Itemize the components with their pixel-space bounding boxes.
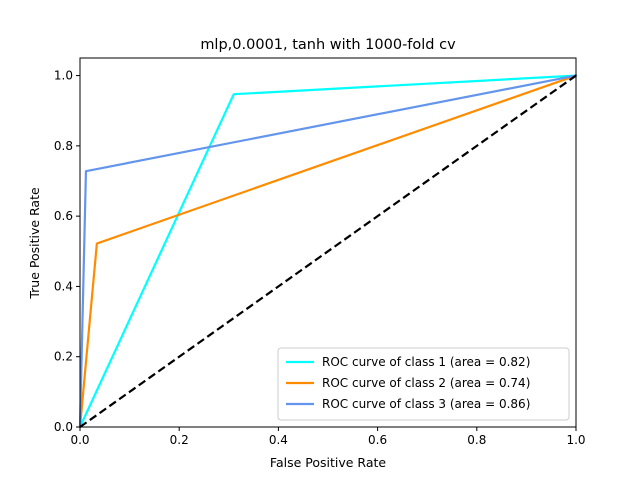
x-tick-label: 0.0 — [70, 433, 89, 447]
axes-frame — [79, 57, 577, 428]
legend-label-1: ROC curve of class 1 (area = 0.82) — [322, 355, 530, 369]
x-tick-label: 0.8 — [467, 433, 486, 447]
chart-title: mlp,0.0001, tanh with 1000-fold cv — [200, 37, 456, 53]
axis-ticks: 0.0 0.2 0.4 0.6 0.8 1.0 0.0 0.2 0.4 0.6 0.8 1.0 — [54, 69, 586, 447]
y-tick-label: 0.4 — [54, 279, 73, 293]
x-tick-label: 1.0 — [566, 433, 585, 447]
series-line-1 — [78, 74, 578, 429]
legend: ROC curve of class 1 (area = 0.82) ROC cu… — [277, 347, 570, 421]
x-tick-label: 0.6 — [368, 433, 387, 447]
legend-box — [277, 347, 570, 421]
reference-diagonal-line — [79, 74, 577, 428]
x-tick-label: 0.2 — [170, 433, 189, 447]
legend-label-2: ROC curve of class 2 (area = 0.74) — [322, 376, 530, 390]
series-line-2 — [78, 74, 578, 429]
series-line-3 — [78, 74, 578, 429]
y-tick-label: 0.6 — [54, 209, 73, 223]
y-axis-label: True Positive Rate — [27, 187, 42, 300]
y-tick-label: 0.2 — [54, 350, 73, 364]
x-axis-label: False Positive Rate — [270, 455, 386, 470]
plot-area — [78, 57, 578, 429]
y-tick-label: 1.0 — [54, 69, 73, 83]
y-tick-label: 0.8 — [54, 139, 73, 153]
legend-label-3: ROC curve of class 3 (area = 0.86) — [322, 397, 530, 411]
y-tick-label: 0.0 — [54, 420, 73, 434]
x-tick-label: 0.4 — [269, 433, 288, 447]
